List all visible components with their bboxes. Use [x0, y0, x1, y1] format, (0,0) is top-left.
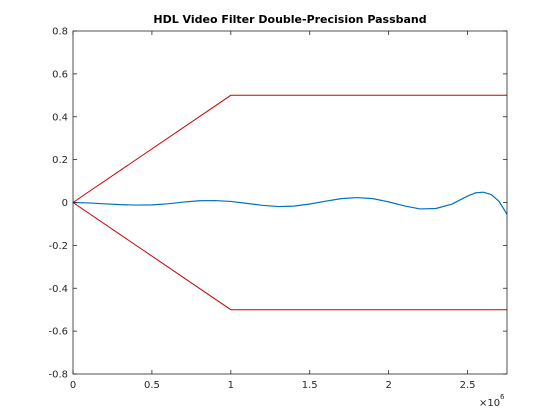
x-tick-label: 0.5: [144, 380, 160, 391]
x-exponent-label: ×10: [479, 398, 500, 409]
plot-area: 0 0.5 1 1.5 2 2.5 -0.8 -0.6 -0.4 -0.2 0 0.2 0.4 0.6 0.…: [48, 27, 508, 391]
y-tick-label: 0.6: [52, 69, 68, 80]
series-line-2: [72, 202, 507, 311]
y-tick-label: -0.8: [48, 370, 68, 381]
x-tick-label: 0: [70, 380, 76, 391]
y-tick-label: 0.2: [52, 155, 68, 166]
x-tick-label: 2: [385, 380, 391, 391]
x-tick-label: 2.5: [460, 380, 476, 391]
x-tick-label: 1: [228, 380, 234, 391]
series-line-1: [72, 94, 507, 203]
y-tick-label: -0.6: [48, 327, 68, 338]
y-tick-label: -0.2: [48, 241, 68, 252]
y-tick-label: 0: [62, 198, 68, 209]
chart-title: HDL Video Filter Double-Precision Passba…: [153, 13, 426, 26]
x-tick-label: 1.5: [302, 380, 318, 391]
y-tick-label: 0.8: [52, 27, 68, 38]
y-tick-label: 0.4: [52, 112, 68, 123]
x-exponent-value: 6: [500, 393, 505, 401]
y-tick-label: -0.4: [48, 284, 68, 295]
series-line-0: [72, 191, 508, 215]
plot-background: [73, 31, 507, 374]
